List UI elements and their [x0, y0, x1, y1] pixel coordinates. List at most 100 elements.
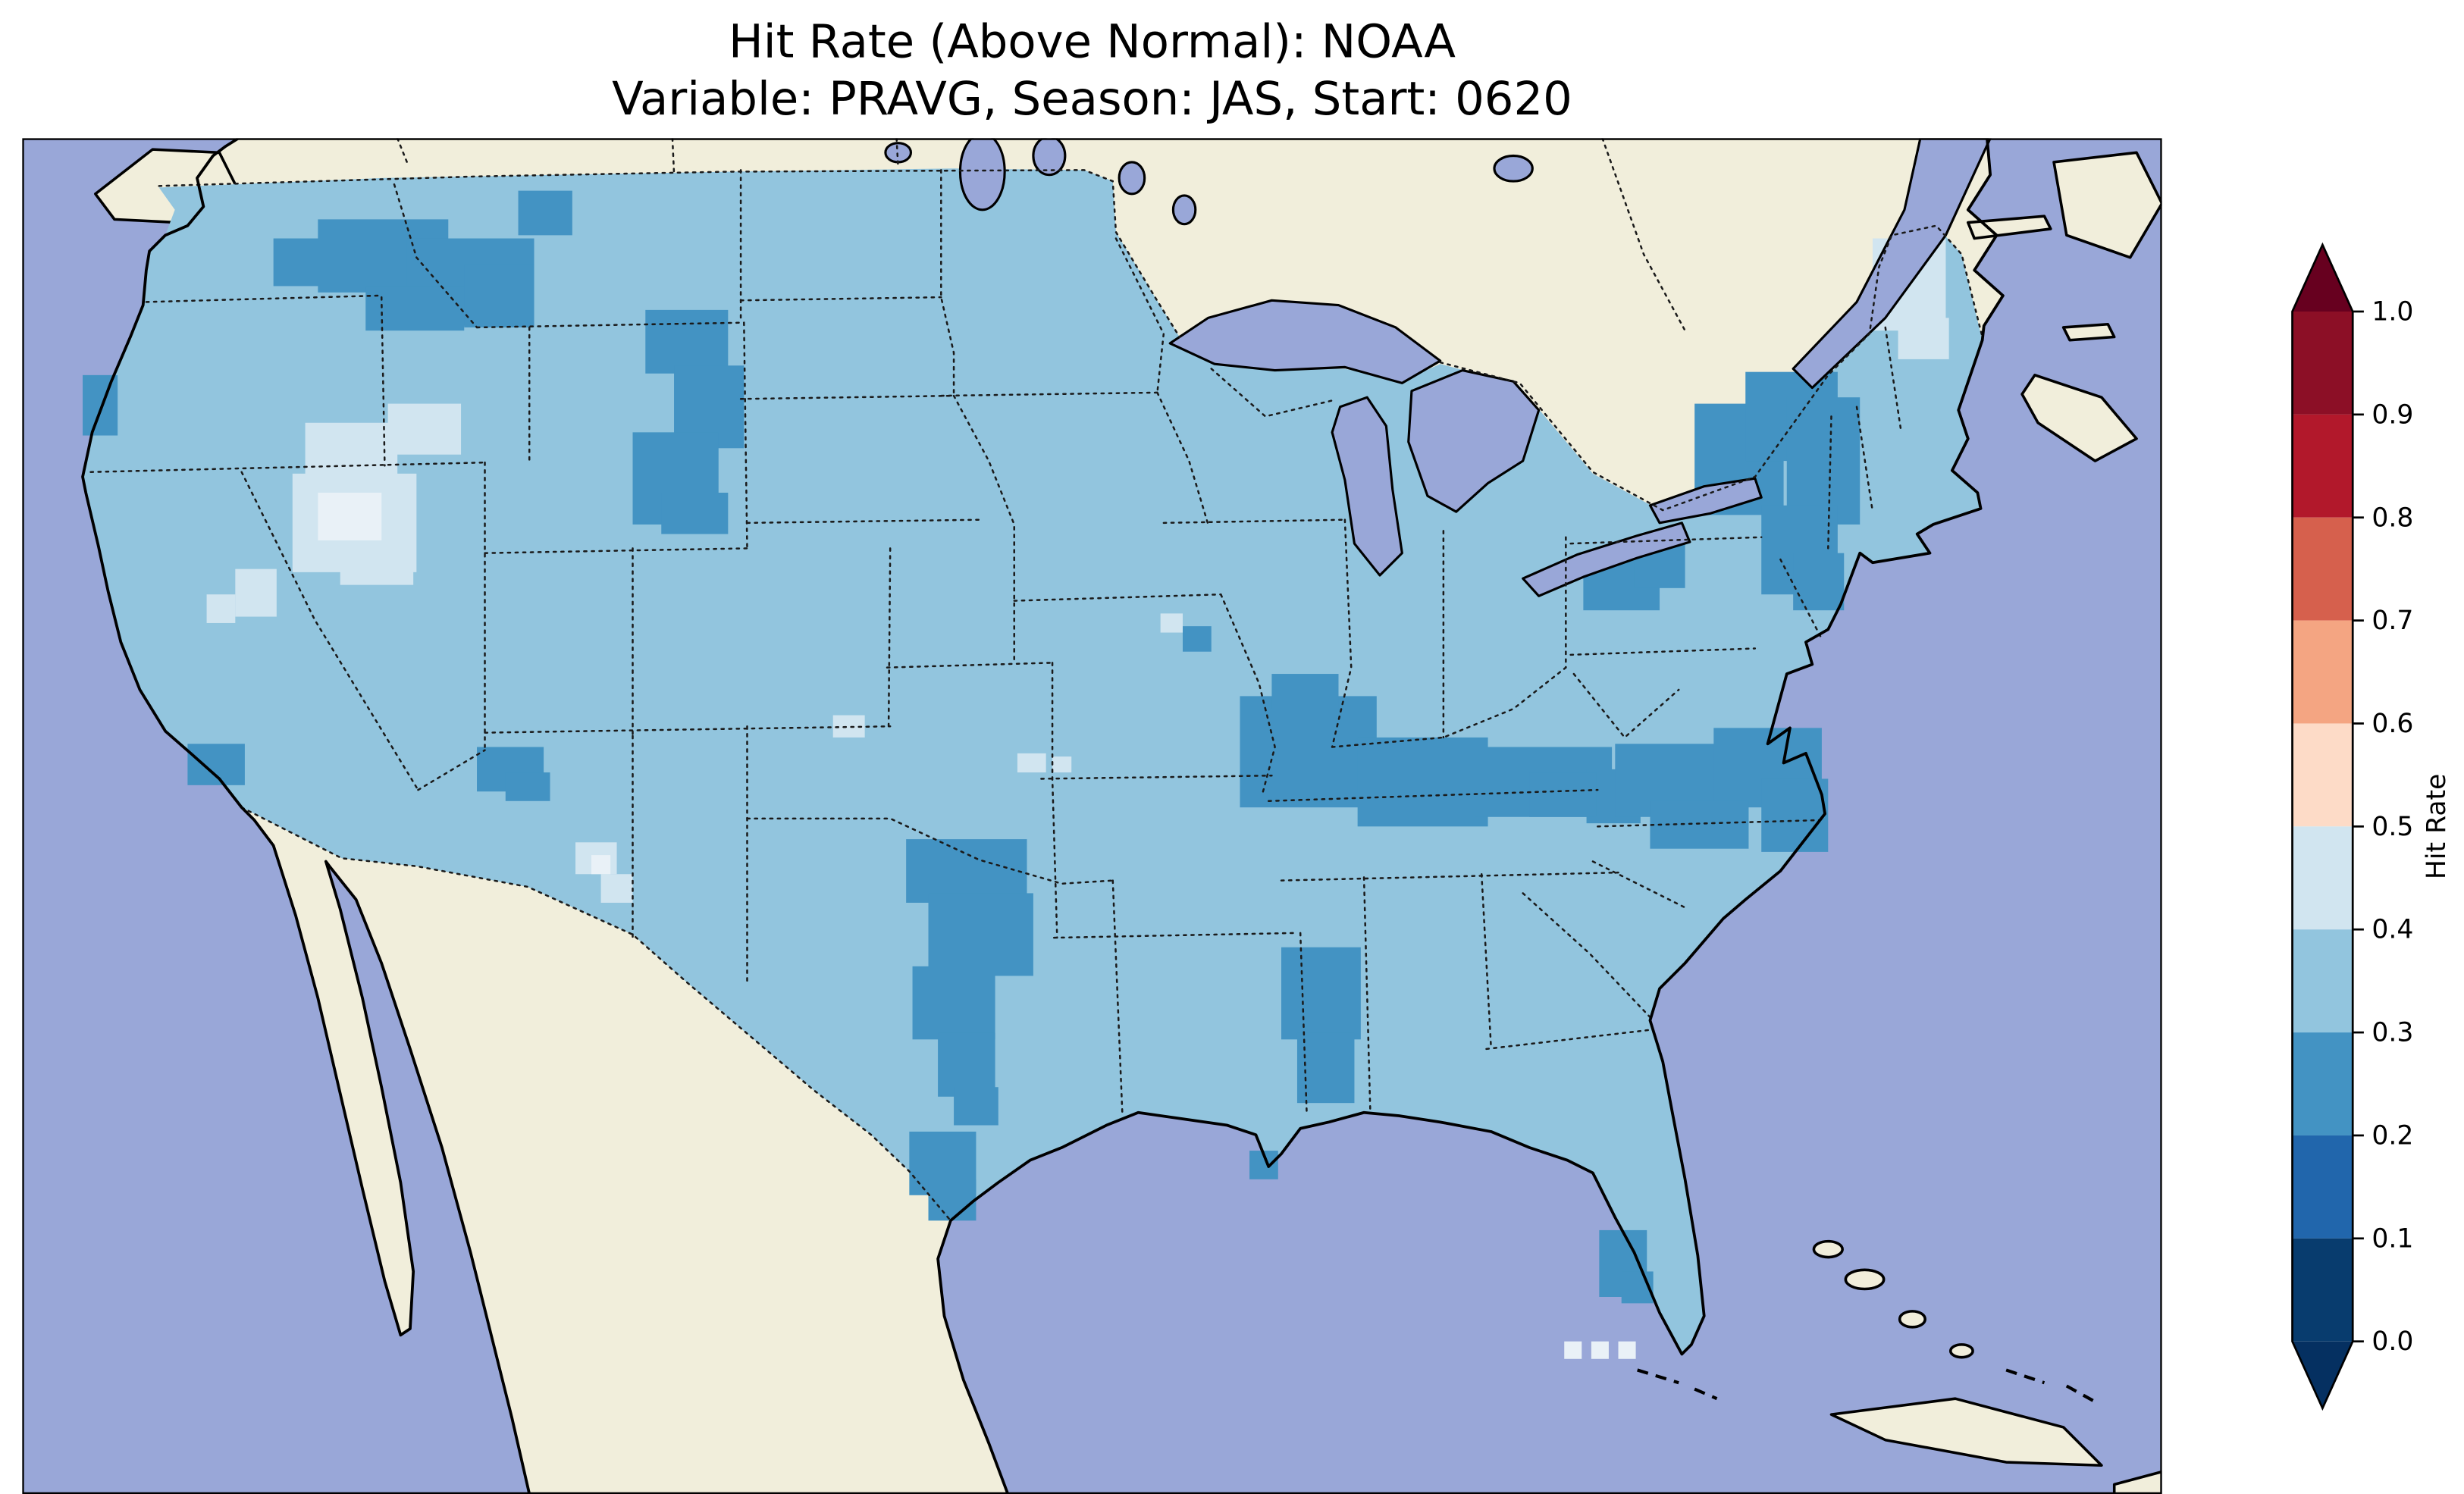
- border-us-canada-east: [1439, 224, 1983, 512]
- border-nd-sd: [739, 296, 942, 302]
- lake-winnipeg: [958, 138, 1006, 211]
- lake-superior: [1168, 299, 1442, 384]
- border-ontario-quebec: [1601, 138, 1686, 332]
- colorbar-tick-label: 0.7: [2372, 606, 2413, 636]
- canadian-lake: [1032, 138, 1067, 177]
- border-sc-ga: [1522, 892, 1651, 1019]
- colorbar-segment-0.4-0.5: [2292, 826, 2353, 930]
- border-wa-or: [145, 294, 380, 303]
- border-co-ks: [887, 547, 892, 728]
- border-az-ut-co-nm: [484, 725, 892, 734]
- border-ia-ne-mo: [952, 394, 1015, 664]
- heat-cells-dark-illinois: [1271, 674, 1339, 709]
- bahamas-island: [1898, 1310, 1926, 1329]
- border-us-mexico: [240, 806, 952, 1222]
- canadian-lake: [1493, 154, 1534, 183]
- colorbar-arrow-over: [2292, 244, 2353, 312]
- heat-cell-white-florida-offshore: [1618, 1341, 1636, 1359]
- southern-ontario-land: [1518, 318, 1829, 509]
- heat-cell-white-great-basin: [318, 493, 382, 540]
- colorbar-tick-label: 0.5: [2372, 812, 2413, 842]
- colorbar-tick-label: 0.6: [2372, 709, 2413, 739]
- colorbar-segment-0.3-0.4: [2292, 929, 2353, 1033]
- border-pa-md: [1569, 647, 1757, 656]
- colorbar-tick-label: 0.9: [2372, 399, 2413, 430]
- bahamas-island: [1844, 1268, 1886, 1291]
- colorbar-tick-label: 1.0: [2372, 297, 2413, 327]
- border-nh-me: [1884, 326, 1902, 434]
- border-la-ms: [1299, 932, 1308, 1114]
- heat-cells-dark-tennessee-valley: [1357, 737, 1488, 827]
- state-borders-dotted: [89, 169, 1902, 1114]
- border-wy-ut-co: [484, 547, 748, 554]
- bahamas-island: [1812, 1239, 1844, 1259]
- heat-cells-dark-wyoming: [661, 493, 729, 534]
- heat-cell-white-florida-offshore: [1564, 1341, 1582, 1359]
- border-ky-tn: [1267, 788, 1599, 803]
- border-tn-ms-al-ga: [1280, 871, 1619, 882]
- bahamas-dashes: [2065, 1384, 2096, 1404]
- heat-cells-dark-central-texas: [954, 1087, 998, 1126]
- border-wi-mi-up: [1210, 368, 1334, 418]
- heat-cells-pale-maine: [1898, 318, 1949, 359]
- border-ok-ar: [1051, 662, 1058, 939]
- colorbar-segment-0.1-0.2: [2292, 1135, 2353, 1239]
- heat-cells-dark-carolina-coast: [1761, 778, 1829, 852]
- colorbar-segment-0.9-1.0: [2292, 311, 2353, 415]
- heat-cells-dark-idaho: [365, 286, 465, 331]
- colorbar-segment-0.7-0.8: [2292, 517, 2353, 621]
- border-mn-dakotas: [940, 169, 955, 397]
- heat-cells-dark-mississippi: [1281, 947, 1361, 1040]
- heat-cells-pale-kansas: [1017, 753, 1046, 773]
- border-id-mt: [393, 183, 478, 329]
- border-vt-nh: [1855, 406, 1874, 513]
- heat-cells-dark-n-arizona: [505, 772, 550, 801]
- border-mn-ia: [940, 391, 1158, 397]
- newfoundland-island: [2052, 151, 2162, 259]
- heat-cells-dark-s-texas: [928, 1179, 977, 1221]
- border-wi-ia: [1156, 391, 1209, 526]
- canadian-lake: [884, 142, 913, 164]
- anticosti-island: [1967, 215, 2052, 240]
- prince-edward-island: [2061, 322, 2116, 342]
- border-or-id: [380, 296, 386, 467]
- colorbar-tick-label: 0.2: [2372, 1120, 2413, 1151]
- border-nc-sc: [1591, 860, 1690, 910]
- colorbar-tick-label: 0.8: [2372, 503, 2413, 533]
- heat-cells-dark-wyoming: [645, 309, 729, 374]
- border-ky-ohio-river: [1331, 666, 1567, 748]
- border-wv-va: [1572, 672, 1680, 739]
- heat-cells-pale-w-nevada: [235, 568, 277, 617]
- heat-cells-dark-kentucky: [1529, 772, 1597, 817]
- cuba: [1829, 1397, 2103, 1467]
- border-mo-il-mississippi: [1220, 593, 1276, 796]
- colorbar-segment-0.8-0.9: [2292, 414, 2353, 518]
- border-ms-al: [1362, 876, 1372, 1114]
- national-borders-dotted: [158, 138, 1983, 1222]
- heat-cells-dark-ozarks: [1240, 696, 1377, 808]
- border-il-in: [1331, 518, 1353, 748]
- heat-cells-pale-kansas: [1052, 756, 1072, 773]
- border-canada-province: [895, 138, 899, 170]
- border-wi-il: [1162, 518, 1346, 525]
- colorbar-tick-label: 0.4: [2372, 915, 2413, 945]
- heat-cells-dark-montana: [464, 264, 534, 327]
- border-va-nc: [1596, 819, 1822, 828]
- border-nv-az: [417, 749, 486, 791]
- heat-cells-dark-central-texas: [938, 1032, 995, 1097]
- st-lawrence-river: [1792, 138, 1992, 390]
- colorbar-tick-label: 0.1: [2372, 1223, 2413, 1254]
- heat-cell-white-florida-offshore: [1591, 1341, 1609, 1359]
- great-lakes: [884, 138, 1992, 597]
- florida-keys: [1694, 1387, 1718, 1401]
- heat-cells-pale-utah: [387, 403, 462, 455]
- border-ks-ok: [886, 662, 1054, 669]
- heat-cells-pale-new-mexico: [600, 874, 633, 903]
- border-or-ca-nv: [89, 461, 486, 474]
- figure-title-line1: Hit Rate (Above Normal): NOAA: [729, 16, 1456, 69]
- colorbar-arrow-under: [2292, 1341, 2353, 1408]
- border-al-ga: [1480, 872, 1493, 1051]
- heat-cells-dark-w-arizona: [187, 744, 245, 785]
- hispaniola-edge: [2112, 1470, 2162, 1494]
